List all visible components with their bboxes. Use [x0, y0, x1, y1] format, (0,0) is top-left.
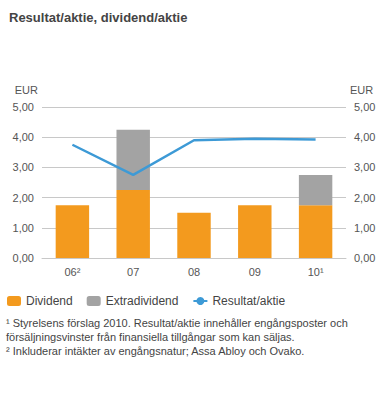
svg-text:3,00: 3,00 — [13, 161, 34, 173]
svg-text:4,00: 4,00 — [13, 131, 34, 143]
svg-text:EUR: EUR — [15, 84, 38, 96]
svg-text:Dividend: Dividend — [26, 294, 73, 308]
svg-text:06²: 06² — [64, 266, 80, 278]
svg-text:3,00: 3,00 — [354, 161, 375, 173]
svg-text:1,00: 1,00 — [13, 222, 34, 234]
svg-text:08: 08 — [188, 266, 200, 278]
svg-text:09: 09 — [249, 266, 261, 278]
svg-text:10¹: 10¹ — [308, 266, 324, 278]
svg-text:Resultat/aktie: Resultat/aktie — [212, 294, 285, 308]
svg-text:5,00: 5,00 — [354, 101, 375, 113]
svg-text:4,00: 4,00 — [354, 131, 375, 143]
html-text:¹ Styrelsens förslag 2010. Res: ¹ Styrelsens förslag 2010. Resultat/akti… — [6, 317, 348, 343]
svg-text:0,00: 0,00 — [354, 252, 375, 264]
svg-text:2,00: 2,00 — [13, 192, 34, 204]
svg-text:0,00: 0,00 — [13, 252, 34, 264]
html-text:² Inkluderar intäkter av engån: ² Inkluderar intäkter av engångsnatur; A… — [6, 345, 305, 357]
svg-text:1,00: 1,00 — [354, 222, 375, 234]
svg-text:Extradividend: Extradividend — [106, 294, 179, 308]
svg-text:Resultat/aktie, dividend/aktie: Resultat/aktie, dividend/aktie — [9, 10, 187, 25]
svg-text:07: 07 — [127, 266, 139, 278]
svg-text:EUR: EUR — [350, 84, 373, 96]
svg-text:5,00: 5,00 — [13, 101, 34, 113]
svg-text:2,00: 2,00 — [354, 192, 375, 204]
